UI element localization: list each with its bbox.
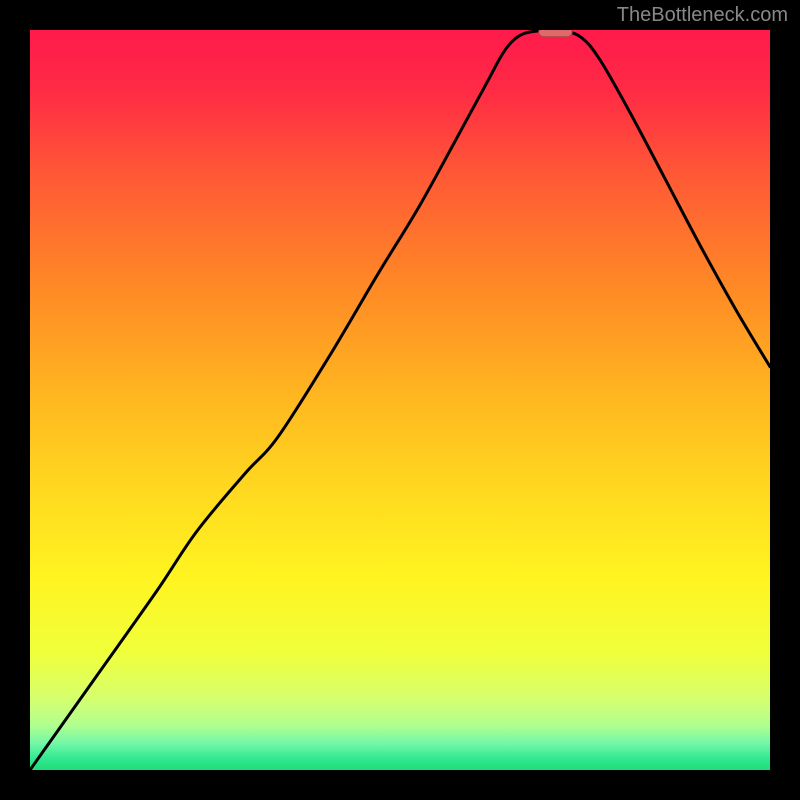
chart-background xyxy=(30,30,770,770)
bottleneck-chart xyxy=(30,30,770,770)
optimum-marker xyxy=(539,30,572,37)
chart-svg xyxy=(30,30,770,770)
watermark-text: TheBottleneck.com xyxy=(617,4,788,27)
